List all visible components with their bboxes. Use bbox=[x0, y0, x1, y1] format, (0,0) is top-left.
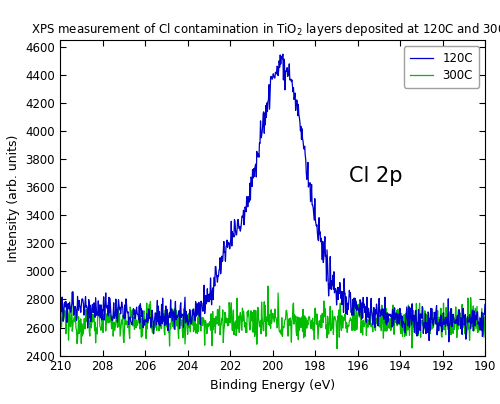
120C bbox=[316, 238, 322, 243]
300C bbox=[57, 321, 63, 326]
300C bbox=[380, 336, 386, 341]
Title: XPS measurement of Cl contamination in TiO$_2$ layers deposited at 120C and 300C: XPS measurement of Cl contamination in T… bbox=[31, 21, 500, 38]
Text: Cl 2p: Cl 2p bbox=[349, 166, 403, 186]
300C bbox=[316, 328, 322, 333]
300C bbox=[334, 346, 340, 351]
300C bbox=[482, 315, 488, 320]
X-axis label: Binding Energy (eV): Binding Energy (eV) bbox=[210, 379, 335, 392]
120C bbox=[424, 320, 430, 325]
120C bbox=[446, 339, 452, 344]
120C bbox=[83, 305, 89, 309]
Line: 120C: 120C bbox=[60, 54, 485, 342]
Y-axis label: Intensity (arb. units): Intensity (arb. units) bbox=[7, 134, 20, 262]
300C bbox=[424, 318, 430, 323]
120C bbox=[380, 306, 386, 311]
120C bbox=[57, 316, 63, 321]
300C bbox=[328, 325, 334, 330]
Legend: 120C, 300C: 120C, 300C bbox=[404, 46, 479, 88]
Line: 300C: 300C bbox=[60, 286, 485, 349]
120C bbox=[280, 52, 286, 57]
300C bbox=[304, 318, 310, 323]
120C bbox=[482, 302, 488, 307]
120C bbox=[304, 175, 310, 180]
120C bbox=[328, 287, 334, 292]
300C bbox=[265, 284, 271, 288]
300C bbox=[83, 307, 89, 312]
